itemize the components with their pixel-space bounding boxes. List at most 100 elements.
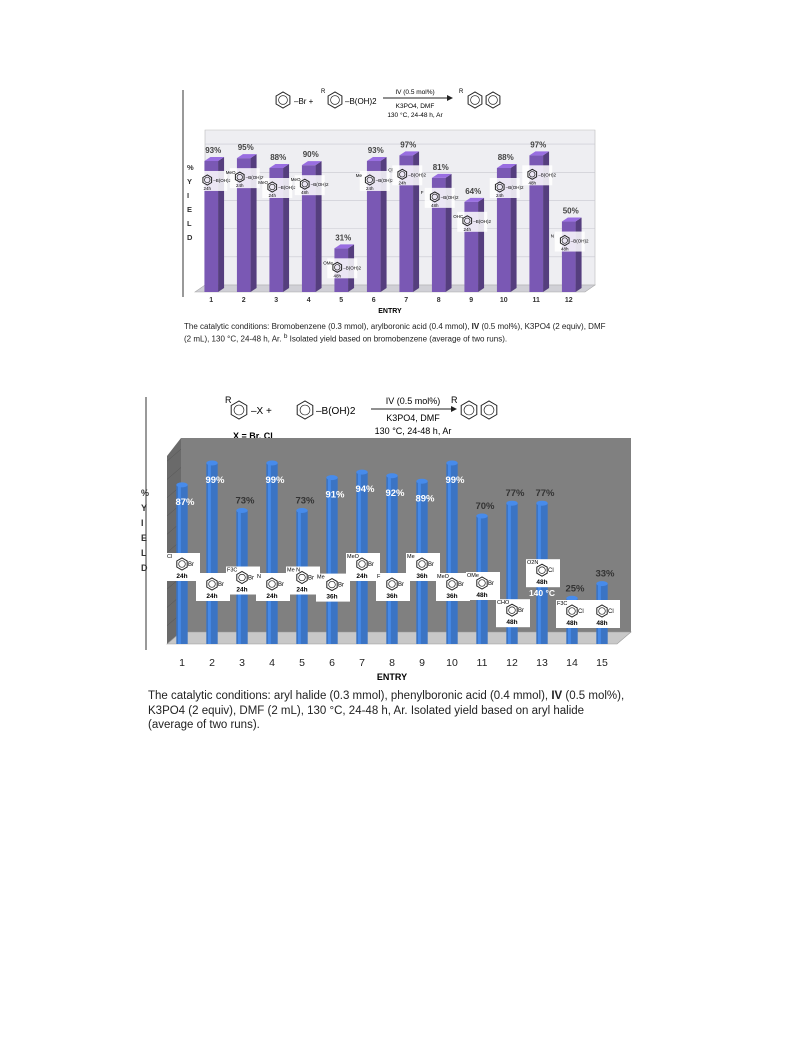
reaction-time: 48h bbox=[596, 620, 607, 627]
bar-8 bbox=[386, 473, 398, 644]
product-ring-1-ring bbox=[470, 95, 480, 105]
x-tick-label: 13 bbox=[536, 657, 548, 669]
substrate-ring bbox=[326, 578, 338, 592]
data-label: 94% bbox=[355, 484, 375, 495]
caption-1-bold: IV bbox=[471, 322, 480, 331]
data-label: 89% bbox=[415, 493, 435, 504]
x-tick-label: 8 bbox=[437, 297, 441, 304]
bar-highlight bbox=[508, 503, 511, 644]
bar-top bbox=[496, 164, 517, 168]
reaction-scheme-1: –Br + R –B(OH)2 IV (0.5 mol%) K3PO4, DMF130 … bbox=[275, 89, 501, 119]
ylabel-letter: Y bbox=[187, 177, 192, 186]
ylabel-letter: E bbox=[141, 533, 147, 543]
data-label: 92% bbox=[385, 488, 405, 499]
substituent: F3C bbox=[227, 568, 237, 574]
bar-top bbox=[476, 513, 488, 519]
halogen: Br bbox=[278, 582, 284, 588]
x-tick-label: 2 bbox=[242, 297, 246, 304]
halogen: Br bbox=[518, 608, 524, 614]
substituent: MeO bbox=[258, 180, 268, 185]
benzene-halide bbox=[230, 400, 248, 420]
bar-highlight bbox=[328, 477, 331, 644]
ylabel-letter: I bbox=[141, 518, 144, 528]
substituent: Me bbox=[356, 173, 363, 178]
halogen: Br bbox=[488, 581, 494, 587]
reaction-time: 48h bbox=[476, 592, 487, 599]
halogen: Br bbox=[368, 562, 374, 568]
bar-top bbox=[464, 197, 485, 202]
substituent: O2N bbox=[527, 560, 538, 566]
bar-top bbox=[296, 508, 308, 514]
data-label: 70% bbox=[475, 501, 495, 512]
bar-top bbox=[399, 151, 420, 156]
x-tick-label: 3 bbox=[239, 657, 245, 669]
reaction-time: 24h bbox=[356, 573, 367, 580]
conditions: 130 °C, 24-48 h, Ar bbox=[387, 111, 443, 119]
ylabel-letter: E bbox=[187, 205, 192, 214]
data-label: 64% bbox=[465, 187, 481, 196]
substrate-ring bbox=[332, 261, 343, 273]
ylabel-letter: Y bbox=[141, 503, 147, 513]
data-label: 77% bbox=[505, 488, 525, 499]
x-tick-label: 11 bbox=[533, 297, 541, 304]
reaction-time: 36h bbox=[416, 573, 427, 580]
substituent: OHC bbox=[453, 214, 464, 219]
halogen: Br bbox=[308, 576, 314, 582]
x-tick-label: 5 bbox=[299, 657, 305, 669]
gridline bbox=[166, 467, 182, 480]
bar-top bbox=[266, 460, 278, 466]
benzene-halide-ring bbox=[233, 404, 245, 416]
halogen: Br bbox=[398, 582, 404, 588]
bar-highlight bbox=[448, 462, 451, 644]
product-ring-1 bbox=[460, 400, 478, 420]
substrate-ring-ring bbox=[328, 580, 336, 589]
bar-top bbox=[431, 173, 452, 178]
halogen: Cl bbox=[578, 609, 584, 615]
x-tick-label: 7 bbox=[404, 297, 408, 304]
substrate-ring-ring bbox=[301, 181, 308, 188]
substrate-ring-ring bbox=[478, 579, 486, 587]
substrate-ring bbox=[386, 577, 398, 591]
caption-1: The catalytic conditions: Bromobenzene (… bbox=[184, 322, 614, 345]
substrate-ring-ring bbox=[418, 560, 426, 568]
substituent: Me bbox=[317, 575, 325, 581]
bar-front bbox=[266, 462, 278, 644]
caption-1-suffix: (0.5 mol%), K3PO4 (2 equiv), DMF (2 mL),… bbox=[184, 322, 606, 344]
benzene-boronic-ring bbox=[330, 95, 340, 105]
bar-top bbox=[176, 482, 188, 488]
x-tick-label: 11 bbox=[477, 657, 488, 669]
product-r: R bbox=[451, 395, 458, 405]
data-label: 97% bbox=[530, 140, 546, 149]
substrate-ring bbox=[506, 603, 518, 617]
bar-front bbox=[496, 168, 511, 292]
product-ring-2-ring bbox=[488, 95, 498, 105]
reaction-time: 24h bbox=[296, 587, 307, 594]
bar-2 bbox=[236, 154, 257, 292]
bar-front bbox=[236, 158, 251, 292]
substituent: F bbox=[377, 574, 381, 580]
base-solvent: K3PO4, DMF bbox=[396, 103, 435, 110]
substituent: Cl bbox=[167, 554, 172, 560]
bar-highlight bbox=[268, 462, 271, 644]
substrate-ring-ring bbox=[464, 217, 471, 224]
substituent: MeO bbox=[226, 170, 236, 175]
reactant-a-br: –Br + bbox=[294, 97, 314, 106]
base-solvent: K3PO4, DMF bbox=[386, 413, 440, 423]
reaction-time: 36h bbox=[446, 593, 457, 600]
product-ring-1 bbox=[467, 91, 483, 109]
substrate-ring bbox=[429, 191, 440, 203]
substrate-ring-ring bbox=[568, 607, 576, 615]
data-label: 88% bbox=[270, 153, 286, 162]
reaction-time: 24h bbox=[176, 573, 187, 580]
substrate-ring-ring bbox=[298, 573, 306, 582]
x-tick-label: 3 bbox=[274, 297, 278, 304]
bar-side bbox=[413, 151, 420, 292]
